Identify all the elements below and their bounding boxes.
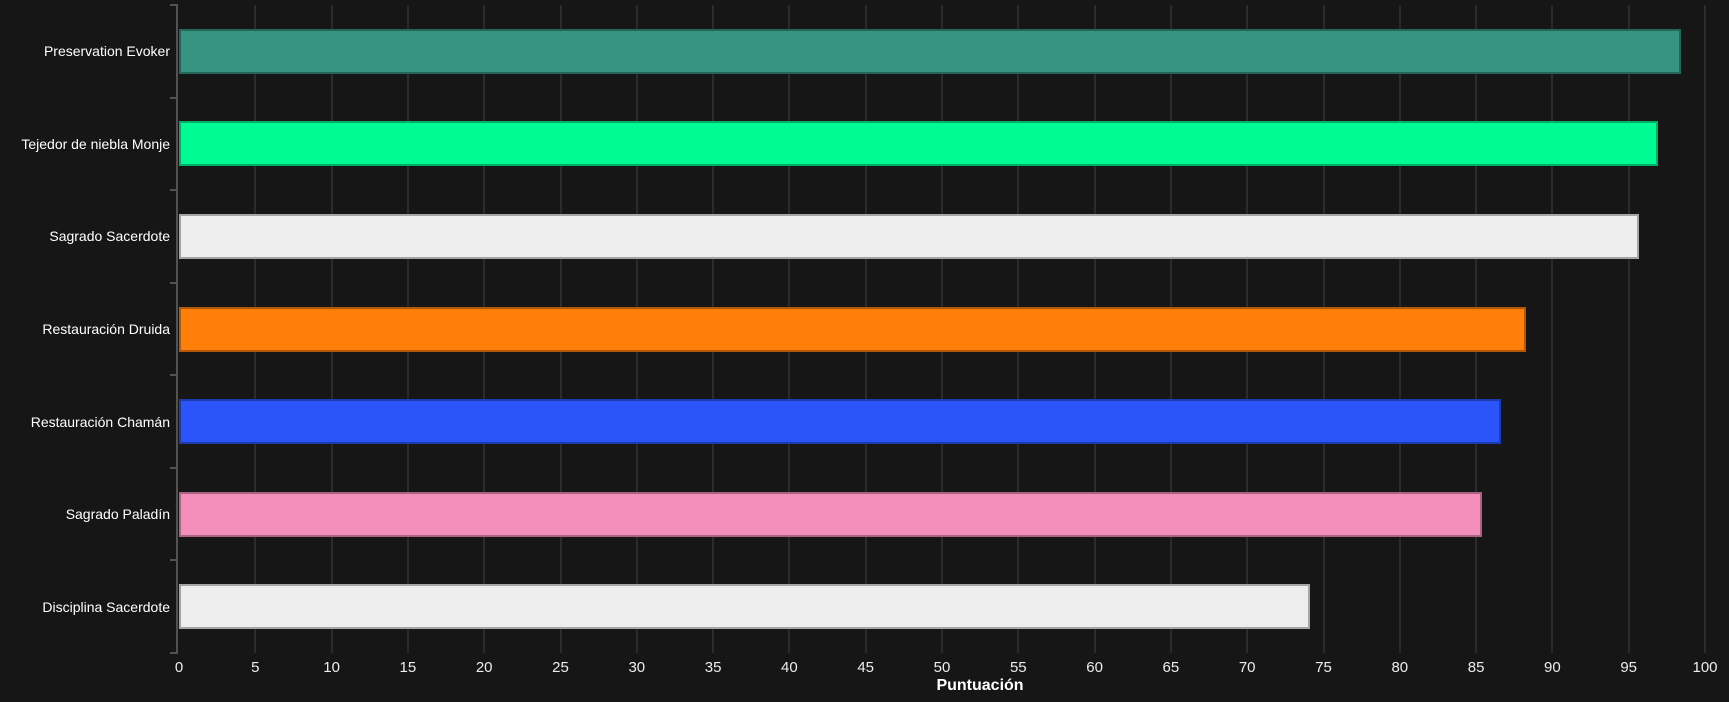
x-tick-label-60: 60 — [1086, 659, 1103, 676]
category-label-4: Restauración Chamán — [30, 413, 170, 430]
x-tick-label-65: 65 — [1162, 659, 1180, 676]
x-tick-label-30: 30 — [628, 659, 646, 676]
x-tick-label-100: 100 — [1692, 659, 1718, 676]
gridline-x-90 — [1551, 5, 1554, 653]
x-axis-title: Puntuación — [936, 677, 1024, 694]
x-tick-label-80: 80 — [1391, 659, 1409, 676]
bar-1 — [179, 121, 1658, 167]
y-axis-tick-3 — [170, 281, 178, 284]
bar-6 — [179, 584, 1310, 630]
x-tick-label-75: 75 — [1315, 659, 1332, 676]
x-tick-label-25: 25 — [552, 659, 569, 676]
x-tick-label-70: 70 — [1238, 659, 1256, 676]
y-axis-tick-1 — [170, 96, 178, 99]
category-label-6: Disciplina Sacerdote — [42, 598, 170, 615]
y-axis-tick-0 — [170, 4, 178, 6]
x-tick-label-20: 20 — [475, 659, 493, 676]
x-tick-label-10: 10 — [323, 659, 340, 676]
y-axis-tick-6 — [170, 559, 178, 562]
x-tick-label-95: 95 — [1620, 659, 1638, 676]
category-label-3: Restauración Druida — [42, 320, 170, 337]
x-tick-label-55: 55 — [1009, 659, 1027, 676]
y-axis-spine — [176, 5, 178, 654]
y-axis-tick-5 — [170, 466, 178, 469]
x-tick-label-0: 0 — [174, 659, 184, 676]
y-axis-tick-2 — [170, 189, 178, 192]
x-tick-label-15: 15 — [399, 659, 417, 676]
category-label-0: Preservation Evoker — [43, 43, 170, 60]
bar-3 — [179, 306, 1527, 352]
x-tick-label-45: 45 — [857, 659, 875, 676]
y-axis-tick-7 — [170, 652, 178, 654]
category-label-1: Tejedor de niebla Monje — [21, 135, 170, 152]
category-label-5: Sagrado Paladín — [65, 506, 170, 523]
gridline-x-100 — [1704, 5, 1706, 653]
gridline-x-95 — [1627, 5, 1630, 653]
x-tick-label-5: 5 — [251, 659, 260, 676]
bar-2 — [179, 213, 1640, 259]
x-tick-label-90: 90 — [1544, 659, 1561, 676]
bar-4 — [179, 399, 1501, 445]
category-label-2: Sagrado Sacerdote — [49, 228, 170, 245]
x-tick-label-40: 40 — [781, 659, 798, 676]
y-axis-tick-4 — [170, 374, 178, 377]
x-tick-label-35: 35 — [704, 659, 722, 676]
bar-5 — [179, 491, 1483, 537]
plot-area — [179, 5, 1706, 653]
x-tick-label-50: 50 — [933, 659, 951, 676]
x-tick-label-85: 85 — [1467, 659, 1485, 676]
bar-0 — [179, 28, 1681, 74]
